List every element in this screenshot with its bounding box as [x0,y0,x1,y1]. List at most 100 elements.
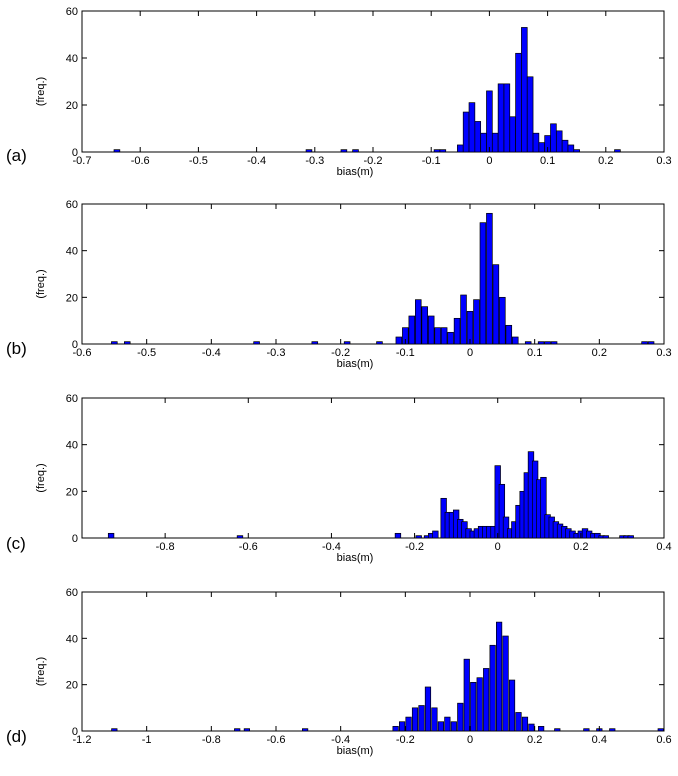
histogram-bar [415,299,422,345]
histogram-bar [561,139,569,153]
histogram-bar [408,315,416,345]
histogram-bar [473,299,480,345]
histogram-bar [418,705,425,732]
y-tick-label: 0 [72,147,78,159]
histogram-bar [440,327,448,345]
chart-panel-3: -0.8 -0.6 -0.4 -0.2 0 0.2 0.4 0 20 40 60 bias(m) (fr… [6,393,672,564]
histogram-bar [432,530,439,539]
x-tick-label: -0.6 [131,155,150,167]
histogram-bar [352,149,359,153]
histogram-bar [394,532,402,539]
histogram-bar [512,336,519,345]
histogram-bar [111,728,118,732]
histogram-bar [243,728,250,732]
x-tick-label: -0.4 [202,347,221,359]
histogram-bar [538,142,546,153]
histogram-bar [457,702,464,732]
x-tick-label: 0.6 [656,734,671,746]
histogram-bar [489,644,496,732]
x-tick-label: -0.2 [396,734,415,746]
y-tick-label: 40 [66,440,78,452]
x-axis-label: bias(m) [337,166,374,178]
histogram-bar [627,535,634,539]
y-tick-label: 20 [66,100,78,112]
histogram-bar [641,341,648,345]
panel-label: (c) [6,534,26,553]
histogram-bar [508,679,516,732]
y-axis-label: (freq.) [35,657,47,686]
x-tick-label: -0.1 [396,347,415,359]
histogram-bar [253,341,260,345]
histogram-bar [405,716,412,732]
histogram-bar [509,116,516,153]
histogram-bar [515,52,522,153]
histogram-bar [491,132,499,153]
histogram-bar [486,90,493,153]
panel-label: (b) [6,339,27,358]
histogram-bar [497,83,505,153]
x-axis-label: bias(m) [337,552,374,564]
histogram-bar [528,723,535,732]
histogram-bar [462,111,470,153]
histogram-bar [526,76,534,153]
histogram-bar [431,707,438,732]
histogram-bar [311,341,319,345]
x-tick-label: -1 [142,734,152,746]
histogram-bar [434,327,441,345]
histogram-bar [463,658,470,732]
histogram-bar [496,621,503,732]
histogram-bar [415,535,422,539]
histogram-bar [474,121,482,153]
histogram-bar [457,144,464,153]
histogram-bar [483,668,490,732]
x-axis-label: bias(m) [337,358,374,370]
histogram-bar [550,123,557,153]
y-tick-label: 60 [66,587,78,599]
histogram-bar [302,728,309,732]
histogram-bar [499,296,506,345]
y-tick-label: 40 [66,633,78,645]
x-tick-label: 0.2 [573,541,588,553]
histogram-bar [567,144,575,153]
histogram-bar [444,716,451,732]
plot-area [81,10,665,153]
x-tick-label: 0 [467,347,473,359]
x-tick-label: 0.4 [592,734,607,746]
y-tick-label: 60 [66,6,78,18]
histogram-bar [550,341,558,345]
x-tick-label: -0.6 [73,347,92,359]
y-axis-label: (freq.) [35,77,47,106]
histogram-bar [107,532,115,539]
chart-panel-1: -0.7 -0.6 -0.5 -0.4 -0.3 -0.2 -0.1 0 0.1 0.2 0.3 0 2… [6,6,672,178]
x-tick-label: -0.5 [137,347,156,359]
x-tick-label: 0.2 [527,734,542,746]
x-tick-label: -0.2 [364,155,383,167]
histogram-bar [538,726,545,732]
histogram-bar [502,635,509,732]
histogram-bar [450,721,457,732]
x-tick-label: -0.4 [322,541,341,553]
histogram-bar [234,728,241,732]
histogram-bar [479,222,487,345]
x-tick-label: -0.4 [331,734,350,746]
histogram-bar [498,483,506,539]
histogram-bar [521,27,528,153]
histogram-bar [447,331,454,345]
histogram-bar [113,149,121,153]
histogram-bar [515,712,522,732]
chart-panel-2: -0.6 -0.5 -0.4 -0.3 -0.2 -0.1 0 0.1 0.2 0.3 0 20 40 6… [6,199,672,370]
x-tick-label: 0 [467,734,473,746]
x-tick-label: 0.3 [656,347,671,359]
x-tick-label: -0.6 [239,541,258,553]
histogram-bar [470,681,477,732]
x-tick-label: -0.3 [305,155,324,167]
histogram-bar [614,149,621,153]
histogram-bar [505,324,513,345]
histogram-bar [537,341,545,345]
histogram-bar [647,341,655,345]
x-tick-label: -0.8 [156,541,175,553]
histogram-bar [376,341,383,345]
histogram-bar [433,149,441,153]
panel-label: (d) [6,727,27,746]
x-tick-label: 0 [486,155,492,167]
